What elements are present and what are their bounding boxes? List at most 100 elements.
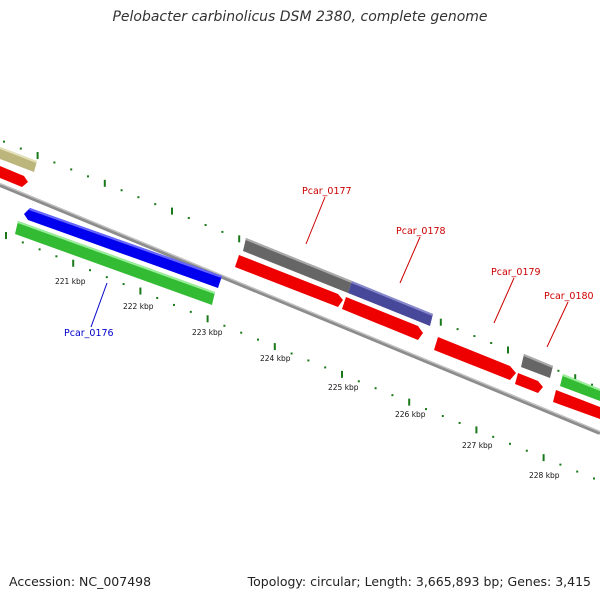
minor-tick — [38, 248, 41, 251]
major-tick — [439, 318, 442, 326]
minor-tick — [120, 189, 123, 192]
minor-tick — [324, 366, 327, 369]
major-tick — [72, 259, 75, 267]
minor-tick — [576, 470, 579, 473]
green-feature-bar[interactable] — [15, 221, 215, 305]
forward-cds-arrow-pcar0180[interactable] — [515, 373, 543, 393]
minor-tick — [19, 147, 22, 150]
minor-tick — [3, 140, 5, 143]
purple-feature-bar[interactable] — [348, 281, 433, 326]
minor-tick — [290, 352, 293, 355]
major-tick — [341, 370, 343, 378]
minor-tick — [593, 477, 595, 480]
forward-cds-arrow-pcar0177[interactable] — [235, 255, 343, 307]
minor-tick — [425, 408, 427, 411]
purple-feature-highlight — [351, 281, 433, 316]
minor-tick — [221, 230, 224, 233]
major-tick — [574, 374, 577, 382]
minor-tick — [391, 394, 394, 397]
map-title: Pelobacter carbinolicus DSM 2380, comple… — [112, 9, 488, 25]
minor-tick — [70, 168, 73, 171]
reverse-cds-arrow-pcar0176[interactable] — [24, 208, 222, 288]
accession-label: Accession: NC_007498 — [9, 574, 152, 589]
minor-tick — [591, 383, 593, 386]
minor-tick — [137, 196, 140, 199]
minor-tick — [21, 241, 24, 244]
minor-tick — [557, 369, 560, 372]
major-tick — [507, 346, 509, 354]
minor-tick — [458, 421, 461, 424]
green-feature-bar-right[interactable] — [560, 374, 600, 401]
major-tick — [5, 231, 7, 239]
minor-tick — [456, 328, 459, 331]
major-tick — [542, 454, 545, 462]
major-tick — [36, 152, 39, 160]
gray-feature-bar[interactable] — [243, 238, 352, 293]
major-tick — [103, 179, 106, 187]
minor-tick — [490, 342, 493, 345]
lower-tick-row — [5, 231, 595, 480]
minor-tick — [156, 296, 159, 299]
gray-feature-highlight — [245, 238, 352, 283]
gene-labels: Pcar_0176 Pcar_0177 Pcar_0178 Pcar_0179 … — [64, 186, 594, 339]
green-right-highlight — [562, 374, 600, 391]
major-tick — [238, 235, 241, 243]
forward-cds-arrow[interactable] — [0, 166, 28, 187]
minor-tick — [509, 442, 511, 445]
minor-tick — [105, 276, 108, 279]
scale-label: 222 kbp — [123, 302, 154, 311]
forward-cds-arrow-right[interactable] — [553, 390, 600, 419]
minor-tick — [154, 203, 157, 206]
tan-feature-highlight — [0, 147, 37, 163]
genome-backbone — [0, 183, 600, 435]
label-leaders — [90, 196, 569, 348]
minor-tick — [307, 359, 310, 362]
gene-label-pcar0176[interactable]: Pcar_0176 — [64, 328, 114, 339]
gene-label-pcar0178[interactable]: Pcar_0178 — [396, 226, 446, 237]
reverse-cds-highlight — [29, 208, 222, 278]
scale-label: 221 kbp — [55, 277, 86, 286]
gene-label-pcar0179[interactable]: Pcar_0179 — [491, 267, 541, 278]
minor-tick — [55, 255, 58, 258]
major-tick — [139, 287, 142, 295]
feature-track — [0, 147, 600, 419]
tan-feature-bar[interactable] — [0, 147, 37, 172]
minor-tick — [189, 310, 192, 313]
gray-small-highlight — [523, 354, 553, 368]
major-tick — [171, 207, 173, 215]
green-feature-highlight — [17, 221, 215, 294]
minor-tick — [187, 217, 190, 220]
minor-tick — [357, 380, 360, 383]
major-tick — [206, 315, 209, 323]
minor-tick — [559, 463, 562, 466]
minor-tick — [122, 283, 125, 286]
minor-tick — [240, 331, 243, 334]
major-tick — [273, 343, 276, 351]
scale-label: 228 kbp — [529, 471, 560, 480]
minor-tick — [374, 387, 377, 390]
major-tick — [408, 398, 411, 406]
scale-label: 227 kbp — [462, 441, 493, 450]
minor-tick — [204, 223, 207, 226]
gene-label-pcar0180[interactable]: Pcar_0180 — [544, 291, 594, 302]
forward-cds-arrow-pcar0179[interactable] — [434, 337, 516, 380]
minor-tick — [441, 415, 444, 418]
minor-tick — [53, 161, 56, 164]
minor-tick — [257, 338, 259, 341]
scale-label: 226 kbp — [395, 410, 426, 419]
scale-labels: 221 kbp 222 kbp 223 kbp 224 kbp 225 kbp … — [55, 277, 560, 480]
scale-label: 225 kbp — [328, 383, 359, 392]
minor-tick — [89, 269, 91, 272]
minor-tick — [473, 335, 476, 338]
minor-tick — [223, 324, 226, 327]
forward-cds-arrow-pcar0178[interactable] — [342, 297, 423, 340]
gray-feature-small[interactable] — [521, 354, 553, 378]
minor-tick — [492, 435, 495, 438]
minor-tick — [525, 449, 528, 452]
topology-label: Topology: circular; Length: 3,665,893 bp… — [247, 574, 591, 589]
scale-label: 223 kbp — [192, 328, 223, 337]
minor-tick — [173, 303, 175, 306]
gene-label-pcar0177[interactable]: Pcar_0177 — [302, 186, 352, 197]
major-tick — [475, 426, 478, 434]
